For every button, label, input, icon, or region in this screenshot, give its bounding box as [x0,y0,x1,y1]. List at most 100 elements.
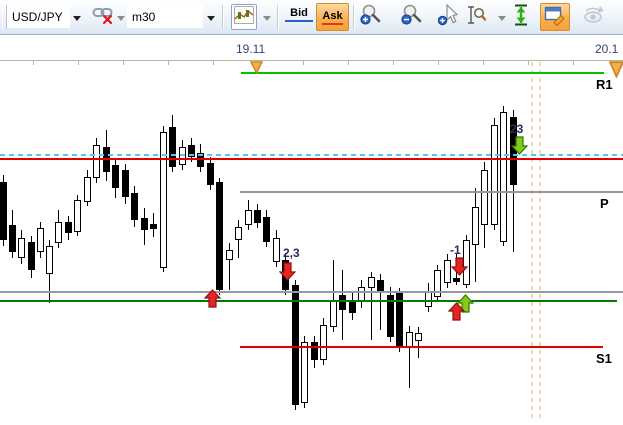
zoom-out-button[interactable] [399,4,425,29]
candle-body [150,224,157,229]
timeframe-dropdown-arrow[interactable] [204,12,218,24]
candle-wick [409,326,410,388]
candle-body [320,325,327,360]
measure-button[interactable] [464,5,488,29]
candle-body [339,295,346,310]
eye-refresh-button[interactable] [581,5,607,29]
candle-wick [371,272,372,340]
candle-body [481,170,488,225]
ask-label: Ask [322,9,343,22]
candle-body [216,182,223,290]
chart-type-button[interactable] [231,4,257,30]
price-alert-triangle[interactable] [608,61,623,79]
candle-body [141,218,148,230]
candle-body [122,170,129,197]
zoom-in-icon [360,4,382,31]
bid-button[interactable]: Bid [285,7,313,22]
time-axis-tick [438,60,439,65]
unlink-dropdown-arrow[interactable] [114,12,128,24]
candle-body [131,193,138,220]
signal-arrow-up[interactable] [447,302,466,321]
chart-toolbar: USD/JPY m30 [0,0,623,35]
candle-body [197,153,204,167]
candle-wick [380,274,381,330]
timeframe-value: m30 [132,9,156,24]
level-label-pivot: P [600,196,609,211]
candle-body [368,277,375,288]
candle-wick [418,327,419,358]
fit-vertical-button[interactable] [509,4,533,31]
signal-arrow-up[interactable] [456,294,475,313]
time-axis-tick [123,60,124,65]
candle-body [254,210,261,223]
candle-wick [229,243,230,290]
price-label: 20.1 [595,42,619,56]
price-label: 19.11 [236,42,266,56]
candle-body [500,112,507,242]
signal-arrow-down[interactable] [278,262,297,281]
candle-wick [333,260,334,332]
symbol-value: USD/JPY [12,9,63,24]
signal-label: 2,3 [283,246,300,260]
signal-arrow-down[interactable] [510,136,529,155]
chart-type-dropdown-arrow[interactable] [260,12,274,24]
chart-type-icon [234,5,254,29]
candle-body [169,127,176,167]
level-line-upper-red[interactable] [0,158,623,160]
measure-dropdown-arrow[interactable] [495,12,509,24]
candle-body [207,163,214,185]
unlink-button[interactable] [90,5,116,29]
candle-body [292,285,299,405]
time-axis-tick [303,60,304,65]
signal-label: -1 [450,243,461,257]
level-label-r1: R1 [596,77,613,92]
candle-body [84,177,91,202]
level-line-s1[interactable] [240,346,603,348]
signal-arrow-down[interactable] [450,257,469,276]
level-line-pivot[interactable] [240,191,623,193]
time-axis-tick [348,60,349,65]
pointer-zoom-button[interactable] [436,3,460,31]
unlink-icon [92,5,114,30]
timeframe-select[interactable]: m30 [127,5,203,28]
zoom-in-button[interactable] [358,4,384,31]
candle-body [112,165,119,188]
candle-body [65,222,72,233]
candle-body [18,238,25,258]
price-alert-triangle[interactable] [249,61,263,75]
toolbar-grip[interactable] [2,5,7,29]
time-axis-line [0,60,623,61]
time-axis-tick [528,60,529,65]
candle-body [188,145,195,157]
candle-body [387,295,394,337]
pointer-zoom-icon [437,3,459,31]
candle-body [491,125,498,225]
level-line-mid-gray[interactable] [0,291,623,293]
level-line-upper-dashed[interactable] [0,154,623,156]
ask-button[interactable]: Ask [316,3,349,31]
time-axis-tick [573,60,574,65]
time-axis-tick [168,60,169,65]
fit-vertical-icon [512,4,530,31]
time-axis-tick [78,60,79,65]
level-line-r1[interactable] [241,72,604,74]
candle-body [37,228,44,252]
level-line-mid-green[interactable] [0,300,617,302]
session-vline[interactable] [539,62,541,421]
candle-body [160,132,167,268]
session-vline[interactable] [531,62,533,421]
candle-body [235,227,242,240]
signal-arrow-up[interactable] [203,289,222,308]
candle-body [179,147,186,165]
symbol-select[interactable]: USD/JPY [7,5,70,28]
candle-body [406,332,413,347]
candle-body [415,333,422,341]
marker-tool-button[interactable] [540,3,570,31]
time-axis-tick [213,60,214,65]
candle-body [55,222,62,243]
candle-body [28,242,35,270]
signal-label: 23 [510,122,524,136]
candle-body [93,145,100,178]
bid-label: Bid [290,7,308,19]
symbol-dropdown-arrow[interactable] [70,12,84,24]
